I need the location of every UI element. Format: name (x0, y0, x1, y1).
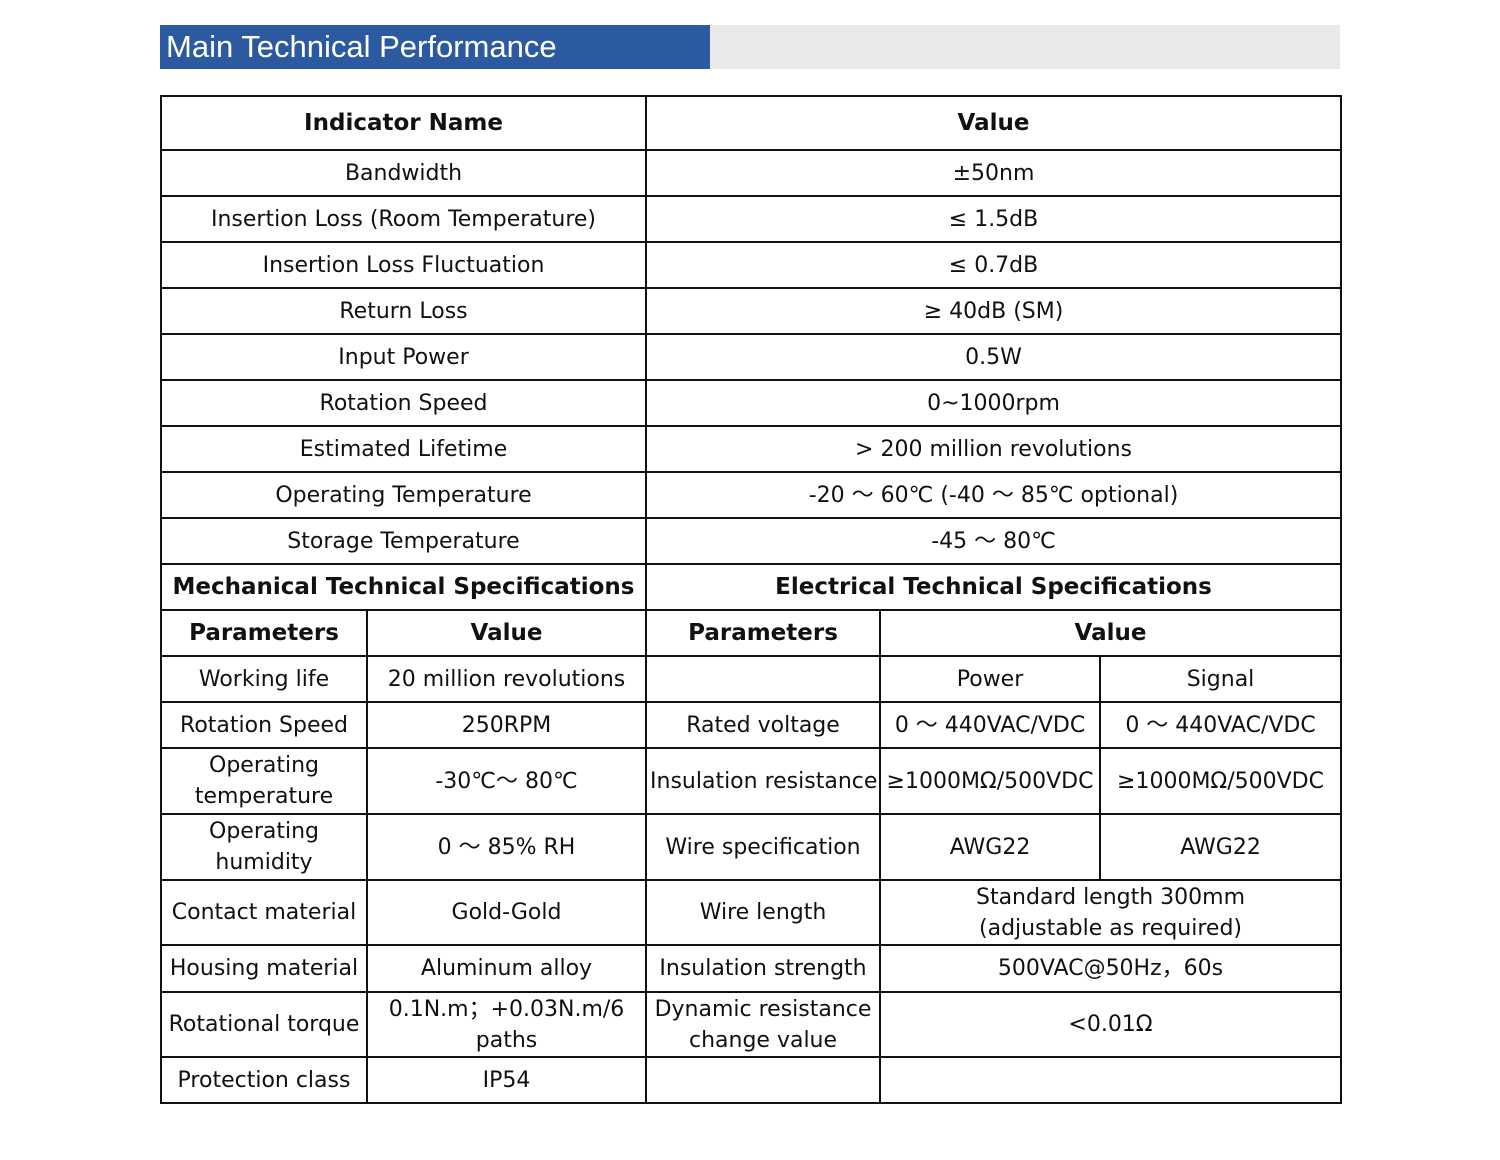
mech-value-cell: IP54 (365, 1056, 648, 1104)
elec-param-cell: Insulation resistance (645, 747, 882, 815)
indicator-value-cell: ≤ 1.5dB (645, 195, 1343, 243)
indicator-name-cell: Return Loss (159, 287, 648, 335)
indicator-value-cell: ≥ 40dB (SM) (645, 287, 1343, 335)
indicator-name-cell: Input Power (159, 333, 648, 381)
table-row: Bandwidth ±50nm (159, 149, 1343, 197)
mech-param-cell: Contact material (160, 879, 368, 946)
mech-value-cell: 0 ～ 85% RH (365, 813, 648, 881)
table-row: Operating temperature -30℃～ 80℃ Insulati… (160, 747, 1343, 815)
mech-param-cell: Operating humidity (160, 813, 368, 881)
section-title: Main Technical Performance (160, 25, 710, 69)
indicator-value-cell: 0~1000rpm (645, 379, 1343, 427)
indicator-name-cell: Insertion Loss Fluctuation (159, 241, 648, 289)
table-row: Contact material Gold-Gold Wire length S… (160, 879, 1343, 946)
indicator-name-cell: Operating Temperature (159, 471, 648, 519)
indicator-value-cell: -20 ～ 60℃ (-40 ～ 85℃ optional) (645, 471, 1343, 519)
mech-param-cell: Operating temperature (160, 747, 368, 815)
elec-power-cell: ≥1000MΩ/500VDC (879, 747, 1102, 815)
elec-param-cell-empty (645, 655, 882, 703)
indicator-value-cell: -45 ～ 80℃ (645, 517, 1343, 565)
table-row: Input Power 0.5W (159, 333, 1343, 381)
indicator-name-cell: Rotation Speed (159, 379, 648, 427)
table-row: Insertion Loss Fluctuation ≤ 0.7dB (159, 241, 1343, 289)
mech-value-cell: Gold-Gold (365, 879, 648, 946)
table-header-row: Indicator Name Value (159, 95, 1343, 151)
section-header-bar: Main Technical Performance (160, 25, 1340, 69)
indicator-name-cell: Estimated Lifetime (159, 425, 648, 473)
table-row: Rotation Speed 0~1000rpm (159, 379, 1343, 427)
elec-power-cell: AWG22 (879, 813, 1102, 881)
elec-param-cell: Insulation strength (645, 944, 882, 993)
mechanical-section-title: Mechanical Technical Specifications (159, 563, 648, 611)
table-row: Estimated Lifetime > 200 million revolut… (159, 425, 1343, 473)
sub-header-row: Parameters Value Parameters Value (160, 609, 1343, 657)
elec-signal-column-header: Signal (1099, 655, 1343, 703)
mech-value-cell: Aluminum alloy (365, 944, 648, 993)
mech-value-cell: 20 million revolutions (365, 655, 648, 703)
header-value: Value (645, 95, 1343, 151)
table-row: Protection class IP54 (160, 1056, 1343, 1104)
table-row: Storage Temperature -45 ～ 80℃ (159, 517, 1343, 565)
elec-param-cell: Rated voltage (645, 701, 882, 749)
mech-param-cell: Housing material (160, 944, 368, 993)
table-row: Insertion Loss (Room Temperature) ≤ 1.5d… (159, 195, 1343, 243)
elec-param-cell-empty (645, 1056, 882, 1104)
mech-value-cell: -30℃～ 80℃ (365, 747, 648, 815)
section-header-row: Mechanical Technical Specifications Elec… (159, 563, 1343, 611)
mech-param-cell: Rotational torque (160, 991, 368, 1058)
elec-signal-cell: 0 ～ 440VAC/VDC (1099, 701, 1343, 749)
elec-value-cell: <0.01Ω (879, 991, 1343, 1058)
indicator-value-cell: > 200 million revolutions (645, 425, 1343, 473)
table-row: Operating Temperature -20 ～ 60℃ (-40 ～ 8… (159, 471, 1343, 519)
indicator-value-cell: ≤ 0.7dB (645, 241, 1343, 289)
mech-param-cell: Protection class (160, 1056, 368, 1104)
elec-power-column-header: Power (879, 655, 1102, 703)
technical-performance-table: Indicator Name Value Bandwidth ±50nm Ins… (159, 95, 1343, 1104)
header-indicator-name: Indicator Name (159, 95, 648, 151)
mech-param-cell: Working life (160, 655, 368, 703)
electrical-section-title: Electrical Technical Specifications (645, 563, 1343, 611)
elec-value-cell-empty (879, 1056, 1343, 1104)
elec-signal-cell: AWG22 (1099, 813, 1343, 881)
indicator-name-cell: Bandwidth (159, 149, 648, 197)
mech-param-cell: Rotation Speed (160, 701, 368, 749)
elec-value-cell: Standard length 300mm (adjustable as req… (879, 879, 1343, 946)
elec-param-cell: Dynamic resistance change value (645, 991, 882, 1058)
indicator-name-cell: Storage Temperature (159, 517, 648, 565)
indicator-name-cell: Insertion Loss (Room Temperature) (159, 195, 648, 243)
indicator-value-cell: ±50nm (645, 149, 1343, 197)
table-row: Rotation Speed 250RPM Rated voltage 0 ～ … (160, 701, 1343, 749)
elec-param-cell: Wire length (645, 879, 882, 946)
mech-value-header: Value (365, 609, 648, 657)
elec-signal-cell: ≥1000MΩ/500VDC (1099, 747, 1343, 815)
mech-value-cell: 0.1N.m；+0.03N.m/6 paths (365, 991, 648, 1058)
mech-parameters-header: Parameters (160, 609, 368, 657)
table-row: Working life 20 million revolutions Powe… (160, 655, 1343, 703)
table-row: Rotational torque 0.1N.m；+0.03N.m/6 path… (160, 991, 1343, 1058)
table-row: Return Loss ≥ 40dB (SM) (159, 287, 1343, 335)
elec-value-cell: 500VAC@50Hz，60s (879, 944, 1343, 993)
table-row: Housing material Aluminum alloy Insulati… (160, 944, 1343, 993)
table-row: Operating humidity 0 ～ 85% RH Wire speci… (160, 813, 1343, 881)
elec-param-cell: Wire specification (645, 813, 882, 881)
elec-power-cell: 0 ～ 440VAC/VDC (879, 701, 1102, 749)
elec-parameters-header: Parameters (645, 609, 882, 657)
mech-value-cell: 250RPM (365, 701, 648, 749)
indicator-value-cell: 0.5W (645, 333, 1343, 381)
elec-value-header: Value (879, 609, 1343, 657)
